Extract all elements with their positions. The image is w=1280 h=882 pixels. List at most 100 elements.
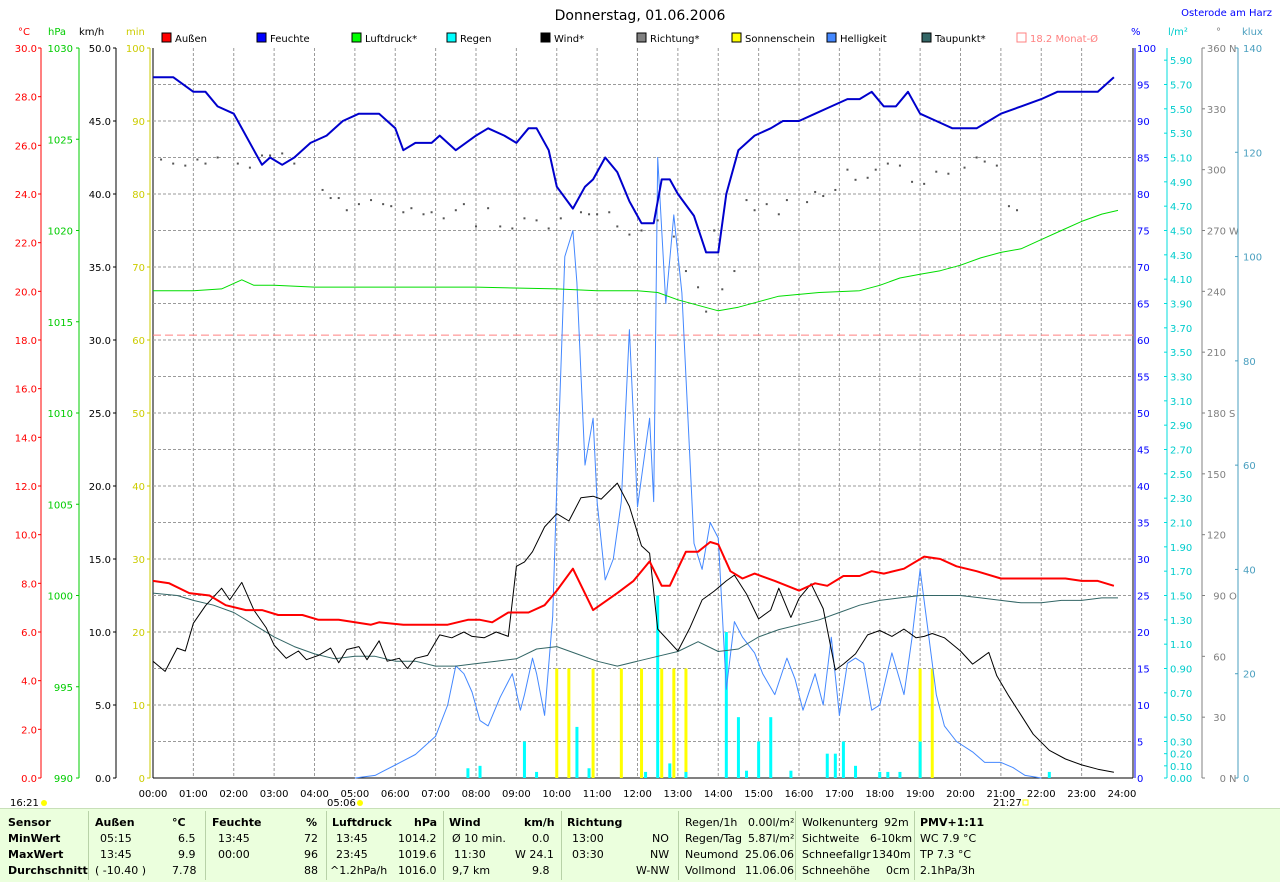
humidity-tick-label: 45 <box>1137 446 1150 457</box>
wind-tick-label: 40.0 <box>89 190 111 201</box>
pressure-tick-label: 1000 <box>48 592 73 603</box>
direction-point <box>911 180 914 183</box>
x-tick-label: 18:00 <box>865 789 894 800</box>
rain-tick-label: 5.90 <box>1170 56 1192 67</box>
direction-point <box>511 227 514 230</box>
dir-tick-label: 180 <box>1207 409 1226 420</box>
wind-tick-label: 35.0 <box>89 263 111 274</box>
direction-point <box>777 213 780 216</box>
x-tick-label: 06:00 <box>381 789 410 800</box>
humidity-tick-label: 90 <box>1137 117 1150 128</box>
direction-point <box>216 156 219 159</box>
x-tick-label: 12:00 <box>623 789 652 800</box>
rain-bar <box>724 632 728 778</box>
x-tick-label: 21:00 <box>986 789 1015 800</box>
legend-label: Sonnenschein <box>745 34 815 45</box>
legend-label: Wind* <box>554 34 584 45</box>
rain-bar <box>841 741 845 778</box>
stats-wolken-value: 1340m <box>872 848 911 861</box>
stats-wind-header: Wind <box>449 816 481 829</box>
stats-richtung-header: Richtung <box>567 816 623 829</box>
dir-cardinal-label: N <box>1229 774 1236 785</box>
direction-point <box>628 233 631 236</box>
direction-point <box>616 225 619 228</box>
pressure-tick-label: 1005 <box>48 500 73 511</box>
wind-tick-label: 15.0 <box>89 555 111 566</box>
rain-bar <box>736 717 740 778</box>
direction-point <box>684 270 687 273</box>
direction-point <box>269 154 272 157</box>
direction-point <box>321 188 324 191</box>
x-tick-label: 03:00 <box>260 789 289 800</box>
temp-tick-label: 22.0 <box>15 239 37 250</box>
direction-point <box>559 217 562 220</box>
stats-aussen-value: 9.9 <box>178 848 196 861</box>
light-tick-label: 20 <box>1243 670 1256 681</box>
stats-wolken-value: 6-10km <box>870 832 913 845</box>
sun-tick-label: 90 <box>132 117 145 128</box>
rain-tick-label: 4.70 <box>1170 202 1192 213</box>
rain-tick-label: 0.50 <box>1170 713 1192 724</box>
rain-tick-label: 4.90 <box>1170 178 1192 189</box>
x-tick-label: 07:00 <box>421 789 450 800</box>
stats-wolken-label: Wolkenunterg <box>802 816 879 829</box>
temp-tick-label: 4.0 <box>21 677 37 688</box>
direction-point <box>947 172 950 175</box>
temp-tick-label: 2.0 <box>21 725 37 736</box>
direction-point <box>454 209 457 212</box>
direction-point <box>196 158 199 161</box>
grid <box>153 48 1133 779</box>
wind-tick-label: 10.0 <box>89 628 111 639</box>
rain-bar <box>575 726 579 778</box>
direction-point <box>204 162 207 165</box>
direction-point <box>523 217 526 220</box>
legend: Außen Feuchte Luftdruck* Regen Wind* Richtung… <box>161 32 1098 45</box>
direction-point <box>753 209 756 212</box>
rain-tick-label: 5.50 <box>1170 105 1192 116</box>
stats-table: Sensor MinWert MaxWert Durchschnitt Auße… <box>0 809 1280 882</box>
direction-point <box>422 213 425 216</box>
stats-wolken-value: 0cm <box>886 864 910 877</box>
legend-label: Helligkeit <box>840 34 887 45</box>
pressure-tick-label: 1030 <box>48 44 73 55</box>
direction-point <box>402 211 405 214</box>
rain-tick-label: 5.10 <box>1170 154 1192 165</box>
x-tick-label: 13:00 <box>663 789 692 800</box>
series-line-feuchte <box>153 76 1115 254</box>
dir-tick-label: 60 <box>1213 652 1226 663</box>
rain-bar <box>854 765 858 778</box>
x-tick-label: 00:00 <box>139 789 168 800</box>
stats-wolken-value: 92m <box>884 816 909 829</box>
series-line-auen <box>152 541 1115 626</box>
stats-feuchte-value: 88 <box>304 864 318 877</box>
rain-tick-label: 1.30 <box>1170 616 1192 627</box>
direction-point <box>874 168 877 171</box>
stats-luftdruck-unit: hPa <box>414 816 438 829</box>
light-tick-label: 100 <box>1243 253 1262 264</box>
x-tick-label: 05:00 <box>340 789 369 800</box>
stats-feuchte-unit: % <box>306 816 318 829</box>
dir-tick-label: 270 <box>1207 227 1226 238</box>
stats-row-label: MinWert <box>8 832 61 845</box>
rain-bar <box>878 771 882 778</box>
axes: 0.0 2.0 4.0 6.0 8.0 10.0 12.0 14.0 16.0 18.0 20.0 2… <box>15 44 1262 785</box>
sunshine-bar <box>567 668 571 778</box>
x-tick-label: 17:00 <box>825 789 854 800</box>
rain-tick-label: 2.70 <box>1170 446 1192 457</box>
rain-bar <box>1047 771 1051 778</box>
stats-luftdruck-trend: ^1.2hPa/h <box>330 864 388 877</box>
stats-wind-value: 0.0 <box>532 832 550 845</box>
stats-wind-label: Ø 10 min. <box>452 832 506 845</box>
direction-point <box>672 235 675 238</box>
humidity-tick-label: 50 <box>1137 409 1150 420</box>
dir-tick-label: 240 <box>1207 287 1226 298</box>
direction-point <box>806 201 809 204</box>
stats-richtung-value: NW <box>650 848 670 861</box>
direction-point <box>547 227 550 230</box>
rain-bar <box>668 763 672 778</box>
direction-point <box>160 158 163 161</box>
wind-tick-label: 20.0 <box>89 482 111 493</box>
x-tick-label: 24:00 <box>1108 789 1137 800</box>
direction-point <box>462 203 465 206</box>
direction-point <box>410 207 413 210</box>
